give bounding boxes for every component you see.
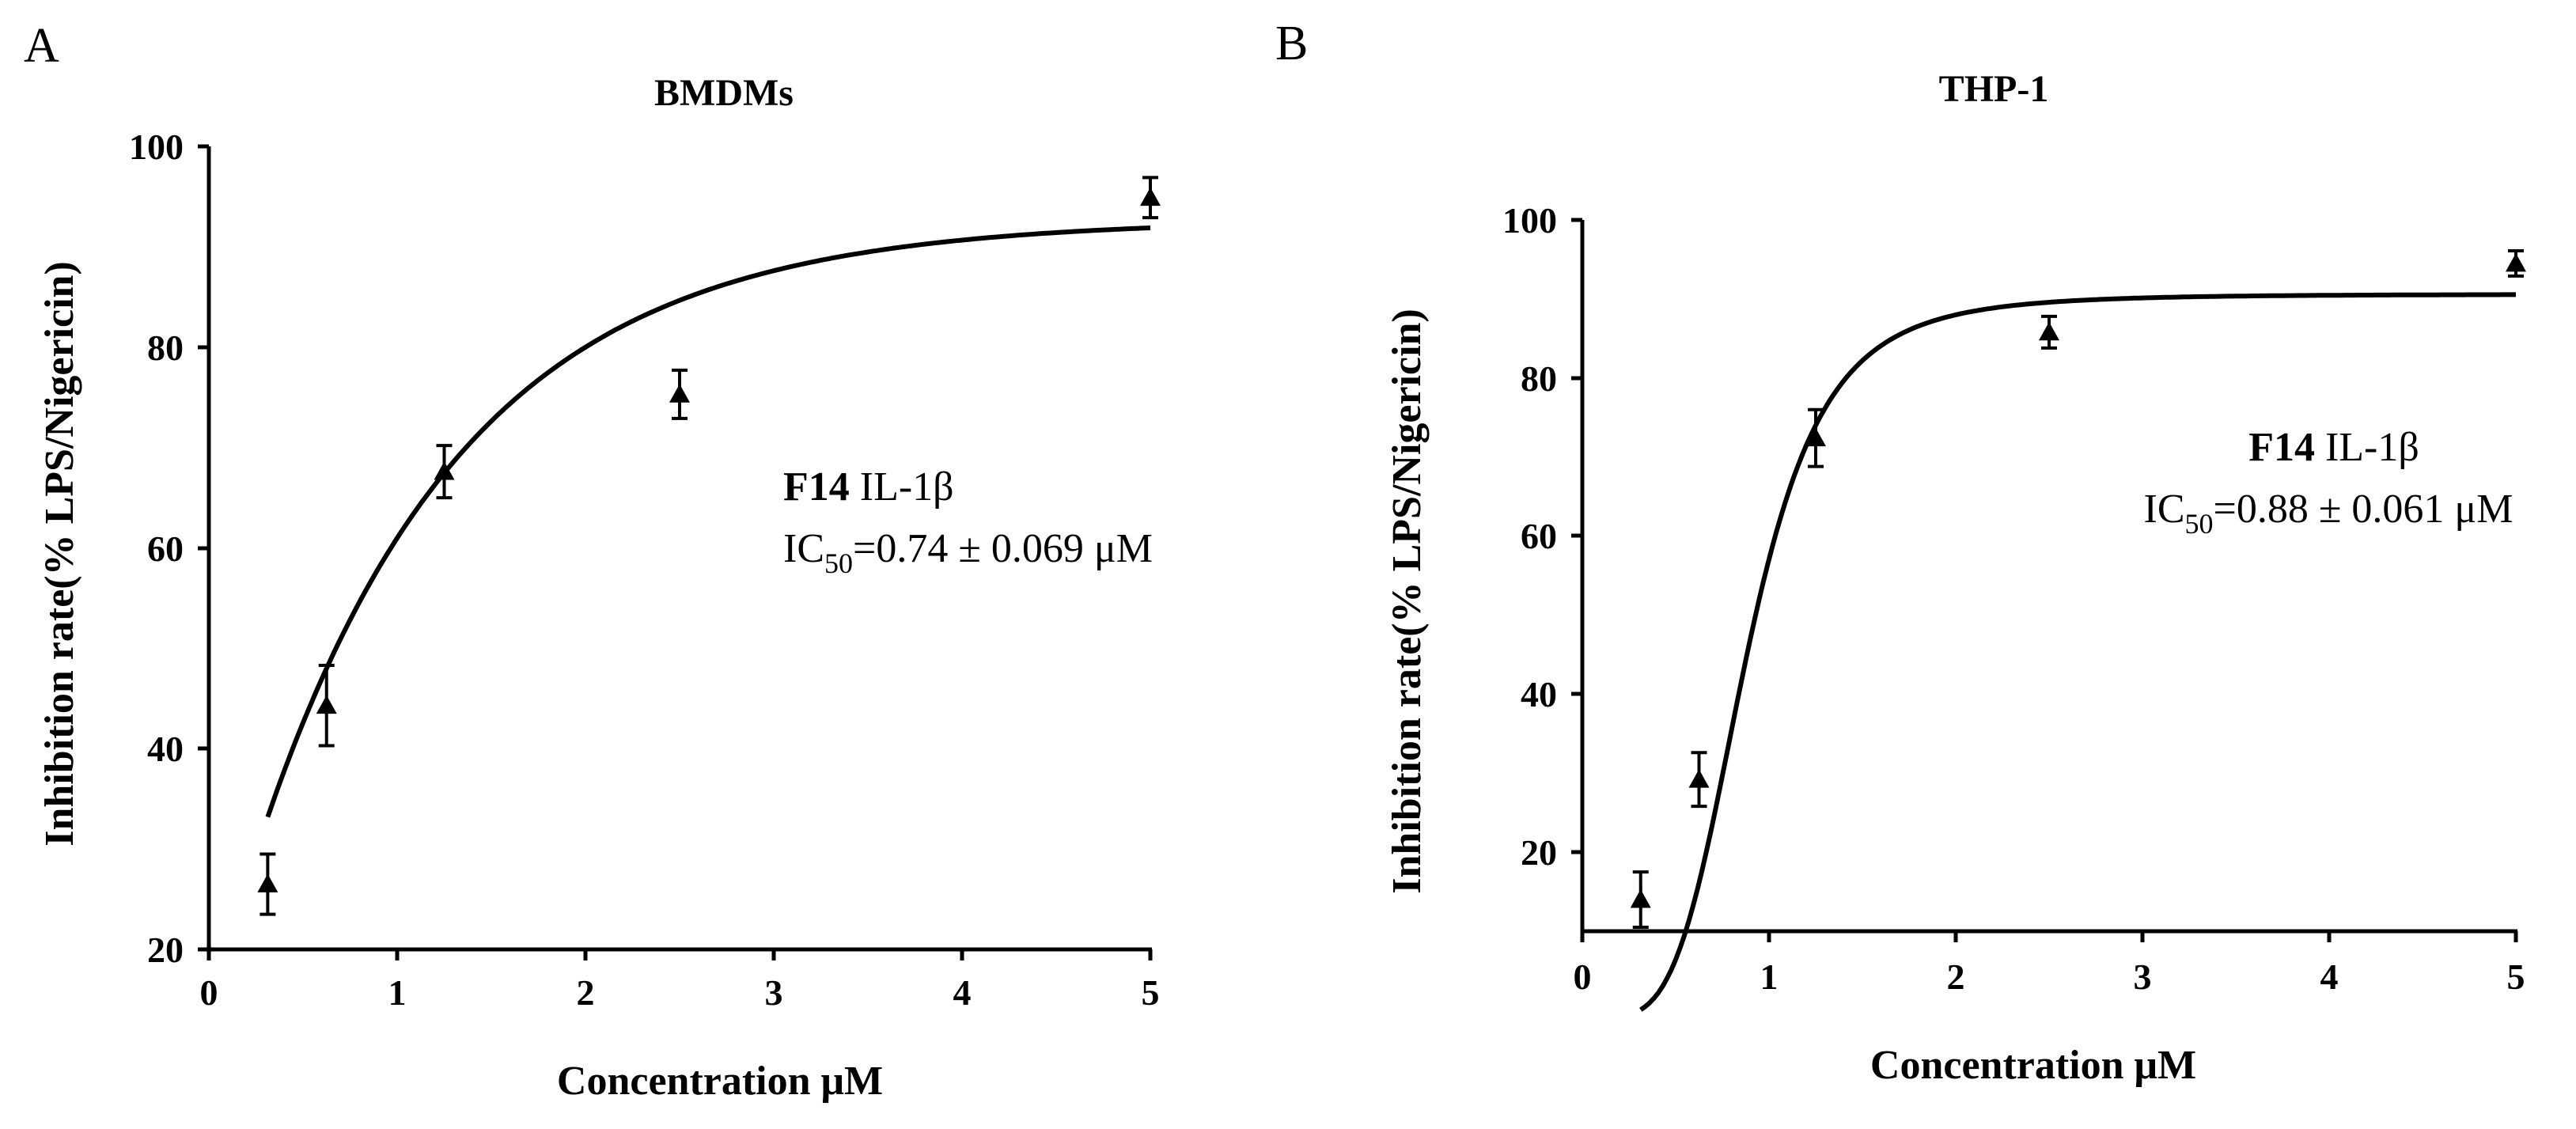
y-tick-label: 20 [147, 930, 184, 970]
fit-curve [265, 225, 1151, 818]
y-tick-label: 80 [1521, 358, 1557, 399]
y-tick-label: 40 [147, 729, 184, 769]
ic50-value: =0.74 ± 0.069 μM [853, 526, 1153, 571]
annotation-ic50-b: IC50=0.88 ± 0.061 μM [2144, 487, 2513, 540]
data-marks-a [257, 176, 1161, 916]
x-axis-label-b: Concentration μM [1870, 1043, 2196, 1088]
y-tick-label: 60 [147, 529, 184, 569]
chart-title-a: BMDMs [654, 72, 794, 114]
marker-name: IL-1β [2325, 425, 2419, 470]
annotation-compound-a: F14 IL-1β [783, 464, 954, 510]
compound-name: F14 [2248, 425, 2315, 470]
x-tick-label: 0 [1574, 957, 1592, 997]
x-tick-label: 1 [388, 972, 407, 1013]
ic50-value: =0.88 ± 0.061 μM [2214, 487, 2513, 532]
x-tick-label: 5 [1142, 972, 1160, 1013]
x-tick-label: 2 [577, 972, 595, 1013]
ic50-subscript: 50 [2185, 508, 2214, 540]
compound-name: F14 [783, 464, 850, 510]
x-tick-label: 5 [2507, 957, 2525, 997]
y-tick-label: 100 [129, 127, 184, 167]
fit-curve [1639, 292, 2516, 1012]
panel-b: B THP-1 20 40 60 80 100 0 1 [1275, 17, 2526, 1088]
y-tick-label: 40 [1521, 674, 1557, 714]
y-axis-label-b: Inhibition rate(% LPS/Nigericin) [1385, 309, 1430, 894]
y-tick-label: 60 [1521, 516, 1557, 556]
ic50-subscript: 50 [824, 547, 853, 579]
y-tick-label: 20 [1521, 832, 1557, 873]
y-axis-label-a: Inhibition rate(% LPS/Nigericin) [37, 261, 82, 847]
y-tick-label: 100 [1502, 200, 1557, 241]
x-tick-label: 4 [2320, 957, 2339, 997]
ic50-prefix: IC [783, 526, 824, 571]
annotation-compound-b: F14 IL-1β [2248, 425, 2419, 470]
panel-letter-b: B [1275, 17, 1308, 70]
x-tick-label: 1 [1760, 957, 1779, 997]
y-ticks-b: 20 40 60 80 100 [1502, 200, 1582, 873]
x-tick-label: 2 [1947, 957, 1965, 997]
x-axis-label-a: Concentration μM [557, 1059, 883, 1104]
data-point [2506, 252, 2526, 272]
data-point [2039, 321, 2059, 341]
x-tick-label: 3 [2134, 957, 2152, 997]
x-tick-label: 0 [200, 972, 218, 1013]
data-point [1140, 187, 1161, 206]
marker-name: IL-1β [860, 464, 954, 510]
data-point [1630, 889, 1651, 908]
data-marks-b [1630, 248, 2526, 1012]
annotation-ic50-a: IC50=0.74 ± 0.069 μM [783, 526, 1153, 579]
x-tick-label: 4 [953, 972, 972, 1013]
data-point [434, 461, 455, 480]
x-ticks-b: 0 1 2 3 4 5 [1574, 931, 2525, 997]
x-tick-label: 3 [765, 972, 783, 1013]
data-point [257, 873, 278, 892]
data-point [1805, 427, 1826, 447]
y-tick-label: 80 [147, 328, 184, 368]
data-point [1688, 769, 1710, 788]
x-ticks-a: 0 1 2 3 4 5 [200, 949, 1160, 1013]
y-ticks-a: 20 40 60 80 100 [129, 127, 209, 970]
panel-letter-a: A [24, 19, 59, 73]
data-point [669, 384, 690, 403]
data-point [316, 695, 337, 714]
panel-a: A BMDMs 20 40 60 80 100 0 1 [24, 19, 1161, 1104]
ic50-prefix: IC [2144, 487, 2185, 532]
chart-title-b: THP-1 [1939, 68, 2049, 110]
